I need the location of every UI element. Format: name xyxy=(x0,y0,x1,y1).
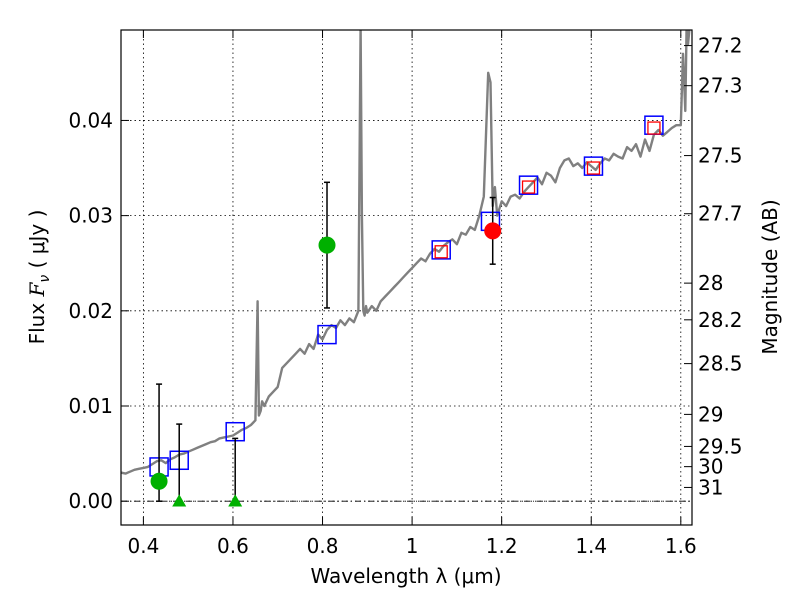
magnitude-tick-label: 29 xyxy=(698,402,723,426)
model-photometry-square xyxy=(317,324,337,345)
y-tick-label: 0.03 xyxy=(68,204,113,228)
y-tick-label: 0.01 xyxy=(68,394,113,418)
x-tick-label: 1.2 xyxy=(486,534,518,558)
detection-point xyxy=(150,472,168,490)
x-tick-label: 0.4 xyxy=(127,534,159,558)
detections-group xyxy=(150,181,502,502)
model-photometry-square xyxy=(518,175,539,195)
y-axis-title-prefix: Flux xyxy=(25,296,49,344)
magnitude-tick-label: 28.5 xyxy=(698,352,743,376)
magnitude-tick-label: 30 xyxy=(698,455,723,479)
model-photometry-group xyxy=(149,115,664,477)
magnitude-tick-label: 28.2 xyxy=(698,308,743,332)
x-tick-label: 0.8 xyxy=(307,534,339,558)
observed-flux-square xyxy=(434,245,448,259)
grid xyxy=(121,30,692,525)
x-tick-label: 1 xyxy=(406,534,419,558)
y-tick-label: 0.04 xyxy=(68,108,113,132)
magnitude-tick-label: 29.5 xyxy=(698,434,743,458)
detection-point xyxy=(484,222,502,240)
x-tick-label: 0.6 xyxy=(217,534,249,558)
magnitude-tick-label: 27.2 xyxy=(698,34,743,58)
model-photometry-square xyxy=(583,156,604,176)
upper-limit-triangle xyxy=(172,494,187,507)
plot-frame xyxy=(120,29,693,526)
y-axis-ticks: 0.00 0.01 0.02 0.03 0.04 xyxy=(68,108,129,513)
upper-limit-triangle xyxy=(228,494,243,507)
model-photometry-square xyxy=(431,240,451,260)
x-tick-label: 1.6 xyxy=(665,534,697,558)
magnitude-tick-label: 27.7 xyxy=(698,202,743,226)
observed-flux-group xyxy=(434,121,661,259)
detection-point xyxy=(318,236,336,254)
magnitude-tick-label: 31 xyxy=(698,475,723,499)
upper-limits-group xyxy=(172,423,243,507)
magnitude-axis-title: Magnitude (AB) xyxy=(758,199,782,354)
y-axis-title-subscript: ν xyxy=(37,275,53,283)
y-axis-title-suffix: ( μJy ) xyxy=(25,210,49,275)
x-axis-ticks: 0.4 0.6 0.8 1 1.2 1.4 1.6 xyxy=(127,30,697,558)
y-tick-label: 0.02 xyxy=(68,299,113,323)
y-axis-title: Flux Fν ( μJy ) xyxy=(25,210,53,345)
observed-flux-square xyxy=(647,121,661,135)
y-tick-label: 0.00 xyxy=(68,489,113,513)
observed-flux-square xyxy=(586,161,601,175)
magnitude-tick-label: 27.3 xyxy=(698,74,743,98)
observed-flux-square xyxy=(521,180,536,194)
magnitude-tick-label: 27.5 xyxy=(698,144,743,168)
x-tick-label: 1.4 xyxy=(575,534,607,558)
y-axis-title-symbol: F xyxy=(25,281,49,297)
x-axis-title: Wavelength λ (μm) xyxy=(310,564,501,588)
magnitude-tick-label: 28 xyxy=(698,271,723,295)
